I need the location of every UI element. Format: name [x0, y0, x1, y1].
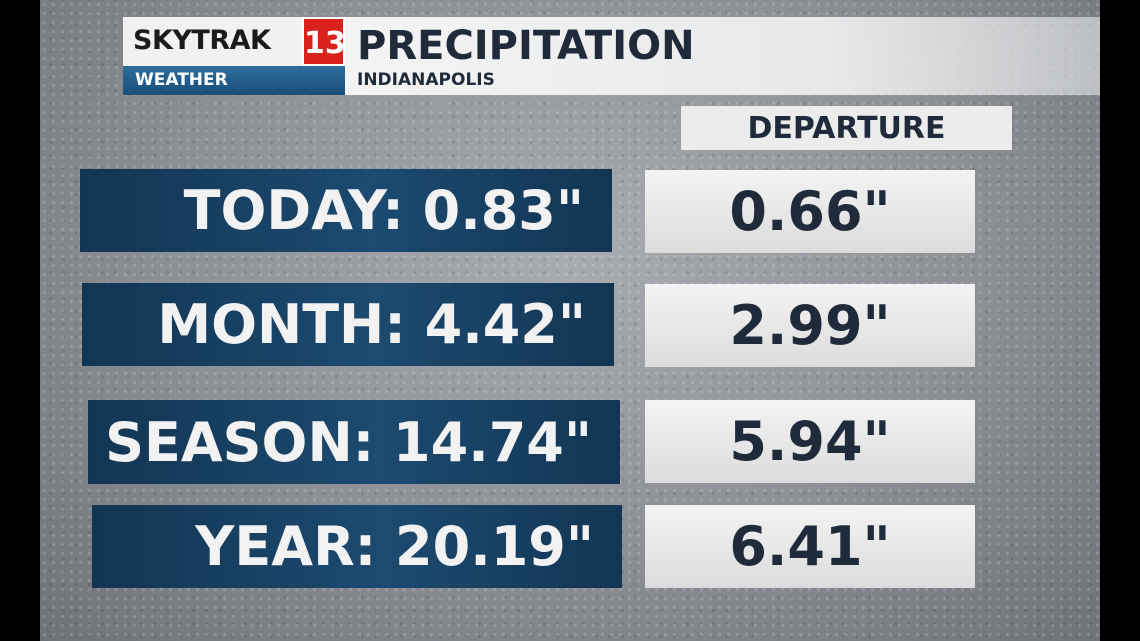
row-label: YEAR: 20.19" — [92, 505, 622, 588]
row-label: SEASON: 14.74" — [88, 400, 620, 484]
title-box: PRECIPITATION INDIANAPOLIS — [345, 17, 1100, 95]
brand: SKYTRAK — [123, 17, 302, 66]
section: WEATHER — [123, 66, 345, 95]
departure-value: 6.41" — [645, 505, 975, 588]
row-label: TODAY: 0.83" — [80, 169, 612, 252]
graphic: SKYTRAK 13 WEATHER PRECIPITATION INDIANA… — [40, 0, 1100, 641]
location: INDIANAPOLIS — [357, 70, 495, 90]
departure-value: 5.94" — [645, 400, 975, 483]
column-header: DEPARTURE — [681, 106, 1012, 150]
row-label: MONTH: 4.42" — [82, 283, 614, 366]
title: PRECIPITATION — [357, 23, 695, 69]
departure-value: 2.99" — [645, 284, 975, 367]
channel-logo: 13 — [302, 17, 346, 66]
departure-value: 0.66" — [645, 170, 975, 253]
